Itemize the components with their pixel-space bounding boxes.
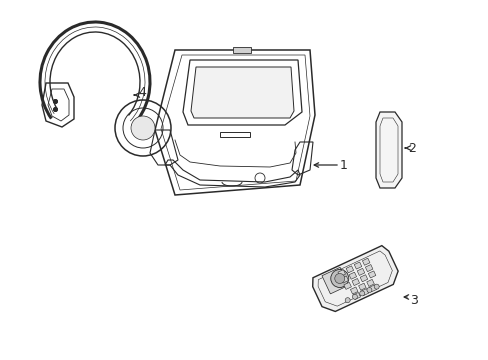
Polygon shape	[312, 246, 397, 311]
Polygon shape	[365, 265, 372, 272]
Polygon shape	[362, 258, 369, 265]
Text: 4: 4	[138, 86, 145, 99]
Polygon shape	[361, 289, 368, 296]
Polygon shape	[366, 279, 373, 287]
Polygon shape	[358, 283, 366, 290]
Circle shape	[330, 270, 348, 288]
Polygon shape	[350, 287, 357, 294]
Circle shape	[345, 298, 349, 303]
Polygon shape	[367, 271, 375, 278]
Circle shape	[334, 274, 344, 283]
Polygon shape	[340, 276, 348, 283]
Circle shape	[366, 288, 371, 293]
Bar	[232, 47, 250, 53]
Polygon shape	[321, 267, 348, 294]
Polygon shape	[343, 282, 351, 289]
Polygon shape	[368, 285, 376, 292]
Polygon shape	[352, 292, 360, 300]
Polygon shape	[337, 270, 345, 277]
Polygon shape	[351, 279, 359, 285]
Text: 2: 2	[407, 141, 415, 154]
Polygon shape	[191, 67, 293, 118]
Polygon shape	[346, 266, 353, 273]
Circle shape	[131, 116, 155, 140]
Polygon shape	[348, 272, 356, 279]
Polygon shape	[375, 112, 401, 188]
Circle shape	[373, 284, 378, 289]
Circle shape	[359, 291, 364, 296]
Circle shape	[352, 294, 357, 299]
Text: 1: 1	[339, 158, 347, 171]
Polygon shape	[353, 262, 361, 269]
Polygon shape	[356, 268, 364, 275]
Text: 3: 3	[409, 293, 417, 306]
Polygon shape	[360, 275, 367, 282]
